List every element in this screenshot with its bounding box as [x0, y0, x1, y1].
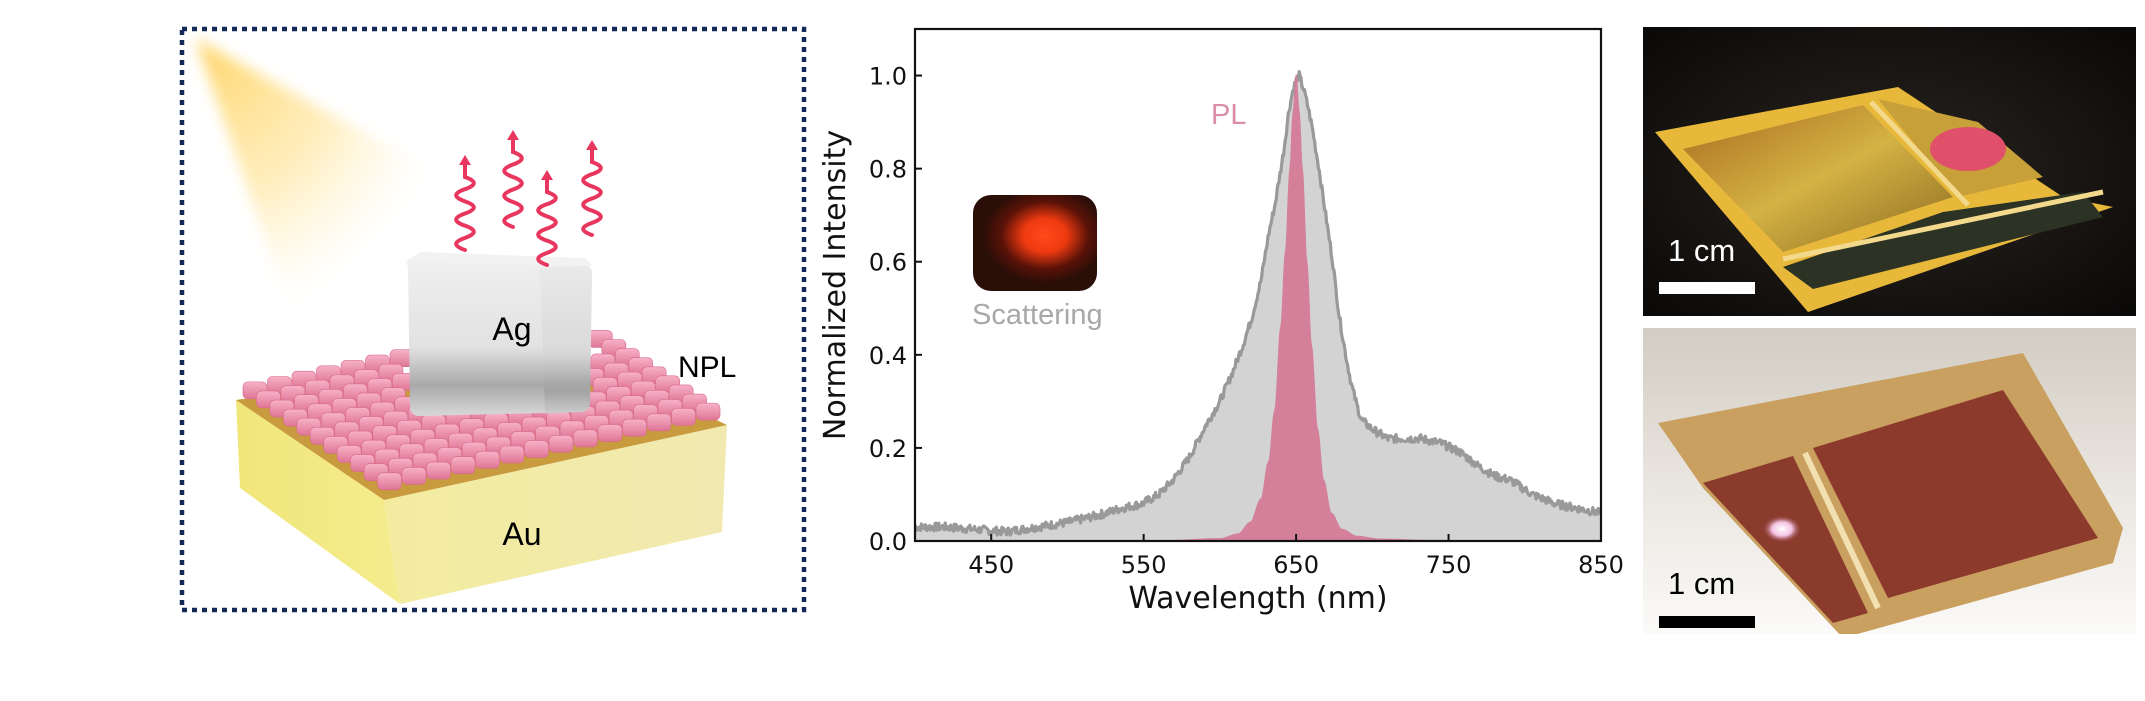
label-ag: Ag [492, 311, 531, 347]
scale-bar-top [1659, 282, 1755, 294]
series-scattering-area [915, 71, 1601, 541]
npl-tile [426, 461, 451, 480]
spectrum-chart: 450 550 650 750 850 0.0 0.2 0.4 0.6 0.8 1.0 Wavel… [820, 27, 1624, 616]
silver-cube [405, 252, 592, 416]
dotted-frame [179, 26, 807, 613]
y-tick-label: 0.8 [869, 156, 907, 184]
y-tick-label: 0.6 [869, 249, 907, 277]
y-axis-label: Normalized Intensity [820, 130, 853, 440]
npl-tile [450, 456, 476, 475]
emission-wave [536, 176, 558, 267]
npl-tile [377, 472, 402, 491]
device-photo-bottom: 1 cm [1643, 328, 2136, 634]
arrow-head-icon [541, 170, 553, 180]
npl-tile [622, 418, 647, 437]
schematic-diagram: Ag NPL Au [179, 26, 807, 613]
x-tick-label: 850 [1578, 551, 1624, 579]
npl-tile [671, 408, 696, 426]
y-tick-label: 1.0 [869, 63, 907, 91]
npl-tile [646, 413, 672, 432]
emission-wave [502, 136, 524, 229]
x-axis-label: Wavelength (nm) [1128, 581, 1387, 616]
y-axis: 0.0 0.2 0.4 0.6 0.8 1.0 [869, 63, 922, 556]
annotation-pl: PL [1211, 99, 1246, 131]
label-npl: NPL [678, 351, 736, 384]
npl-tile [499, 445, 525, 464]
light-beam [195, 38, 440, 310]
npl-tile [573, 429, 598, 448]
y-tick-label: 0.0 [869, 528, 907, 556]
arrow-head-icon [507, 130, 519, 140]
annotation-scattering: Scattering [972, 299, 1103, 331]
npl-tile [475, 451, 500, 469]
x-tick-label: 650 [1273, 551, 1319, 579]
npl-tile [597, 424, 623, 442]
x-tick-label: 750 [1426, 551, 1472, 579]
emission-arrows [454, 130, 603, 267]
x-axis: 450 550 650 750 850 [968, 534, 1624, 579]
emission-wave [454, 161, 476, 252]
series-scattering-line [914, 70, 1602, 537]
plot-frame [913, 27, 1603, 543]
y-tick-label: 0.2 [869, 435, 907, 463]
npl-tile [524, 440, 549, 458]
scale-label-bottom: 1 cm [1668, 566, 1736, 601]
label-au: Au [502, 516, 541, 552]
arrow-head-icon [459, 155, 471, 165]
npl-tile [401, 467, 427, 485]
scale-label-top: 1 cm [1668, 233, 1736, 268]
emission-wave [581, 146, 603, 237]
arrow-head-icon [586, 140, 598, 150]
npl-tile [695, 402, 721, 421]
device-photo-top: 1 cm [1643, 27, 2136, 316]
y-tick-label: 0.4 [869, 342, 907, 370]
x-tick-label: 550 [1121, 551, 1167, 579]
npl-tile [548, 434, 574, 453]
scattering-inset-image [973, 195, 1097, 291]
scale-bar-bottom [1659, 616, 1755, 628]
x-tick-label: 450 [968, 551, 1014, 579]
